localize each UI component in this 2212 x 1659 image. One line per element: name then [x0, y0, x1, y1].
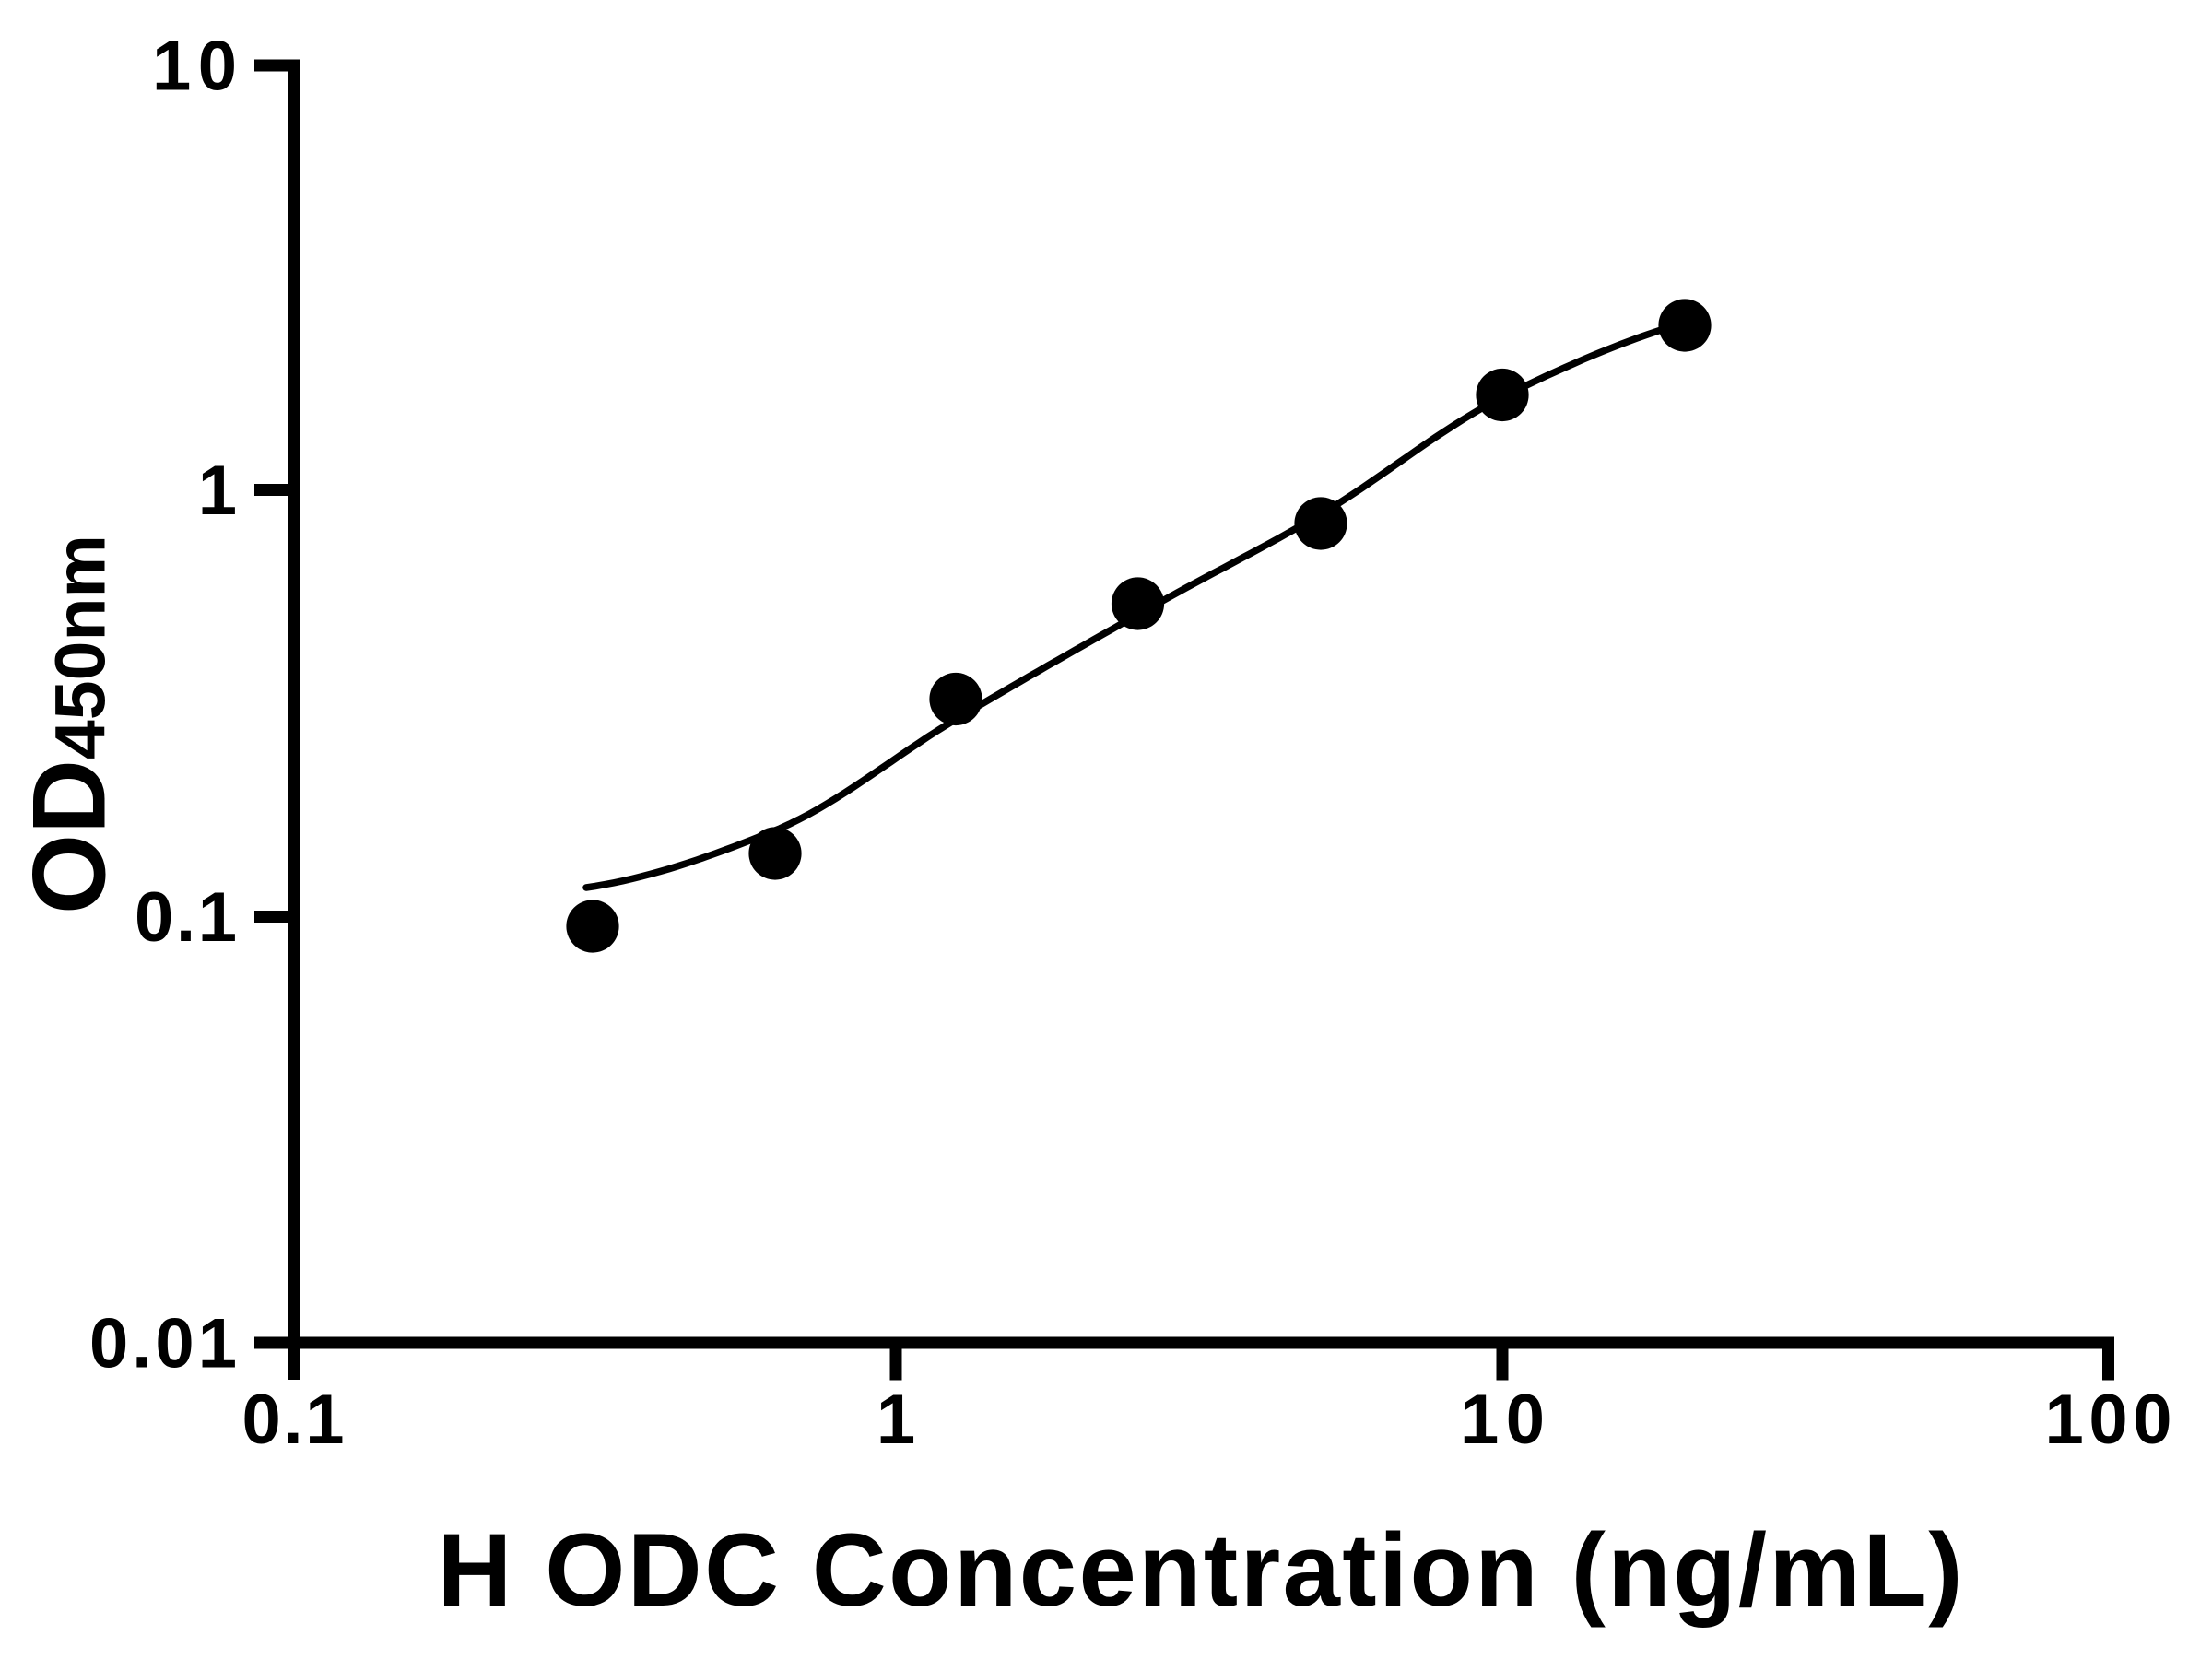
svg-text:H ODC Concentration (ng/mL): H ODC Concentration (ng/mL) [438, 1512, 1963, 1628]
svg-text:0.01: 0.01 [89, 1305, 237, 1383]
svg-text:10: 10 [152, 28, 237, 106]
svg-text:OD450nm: OD450nm [12, 535, 127, 914]
svg-text:1: 1 [198, 452, 237, 530]
svg-text:100: 100 [2045, 1381, 2172, 1459]
svg-text:0.1: 0.1 [135, 878, 237, 957]
svg-text:10: 10 [1460, 1381, 1545, 1459]
svg-text:1: 1 [877, 1381, 915, 1459]
svg-text:0.1: 0.1 [242, 1381, 345, 1459]
